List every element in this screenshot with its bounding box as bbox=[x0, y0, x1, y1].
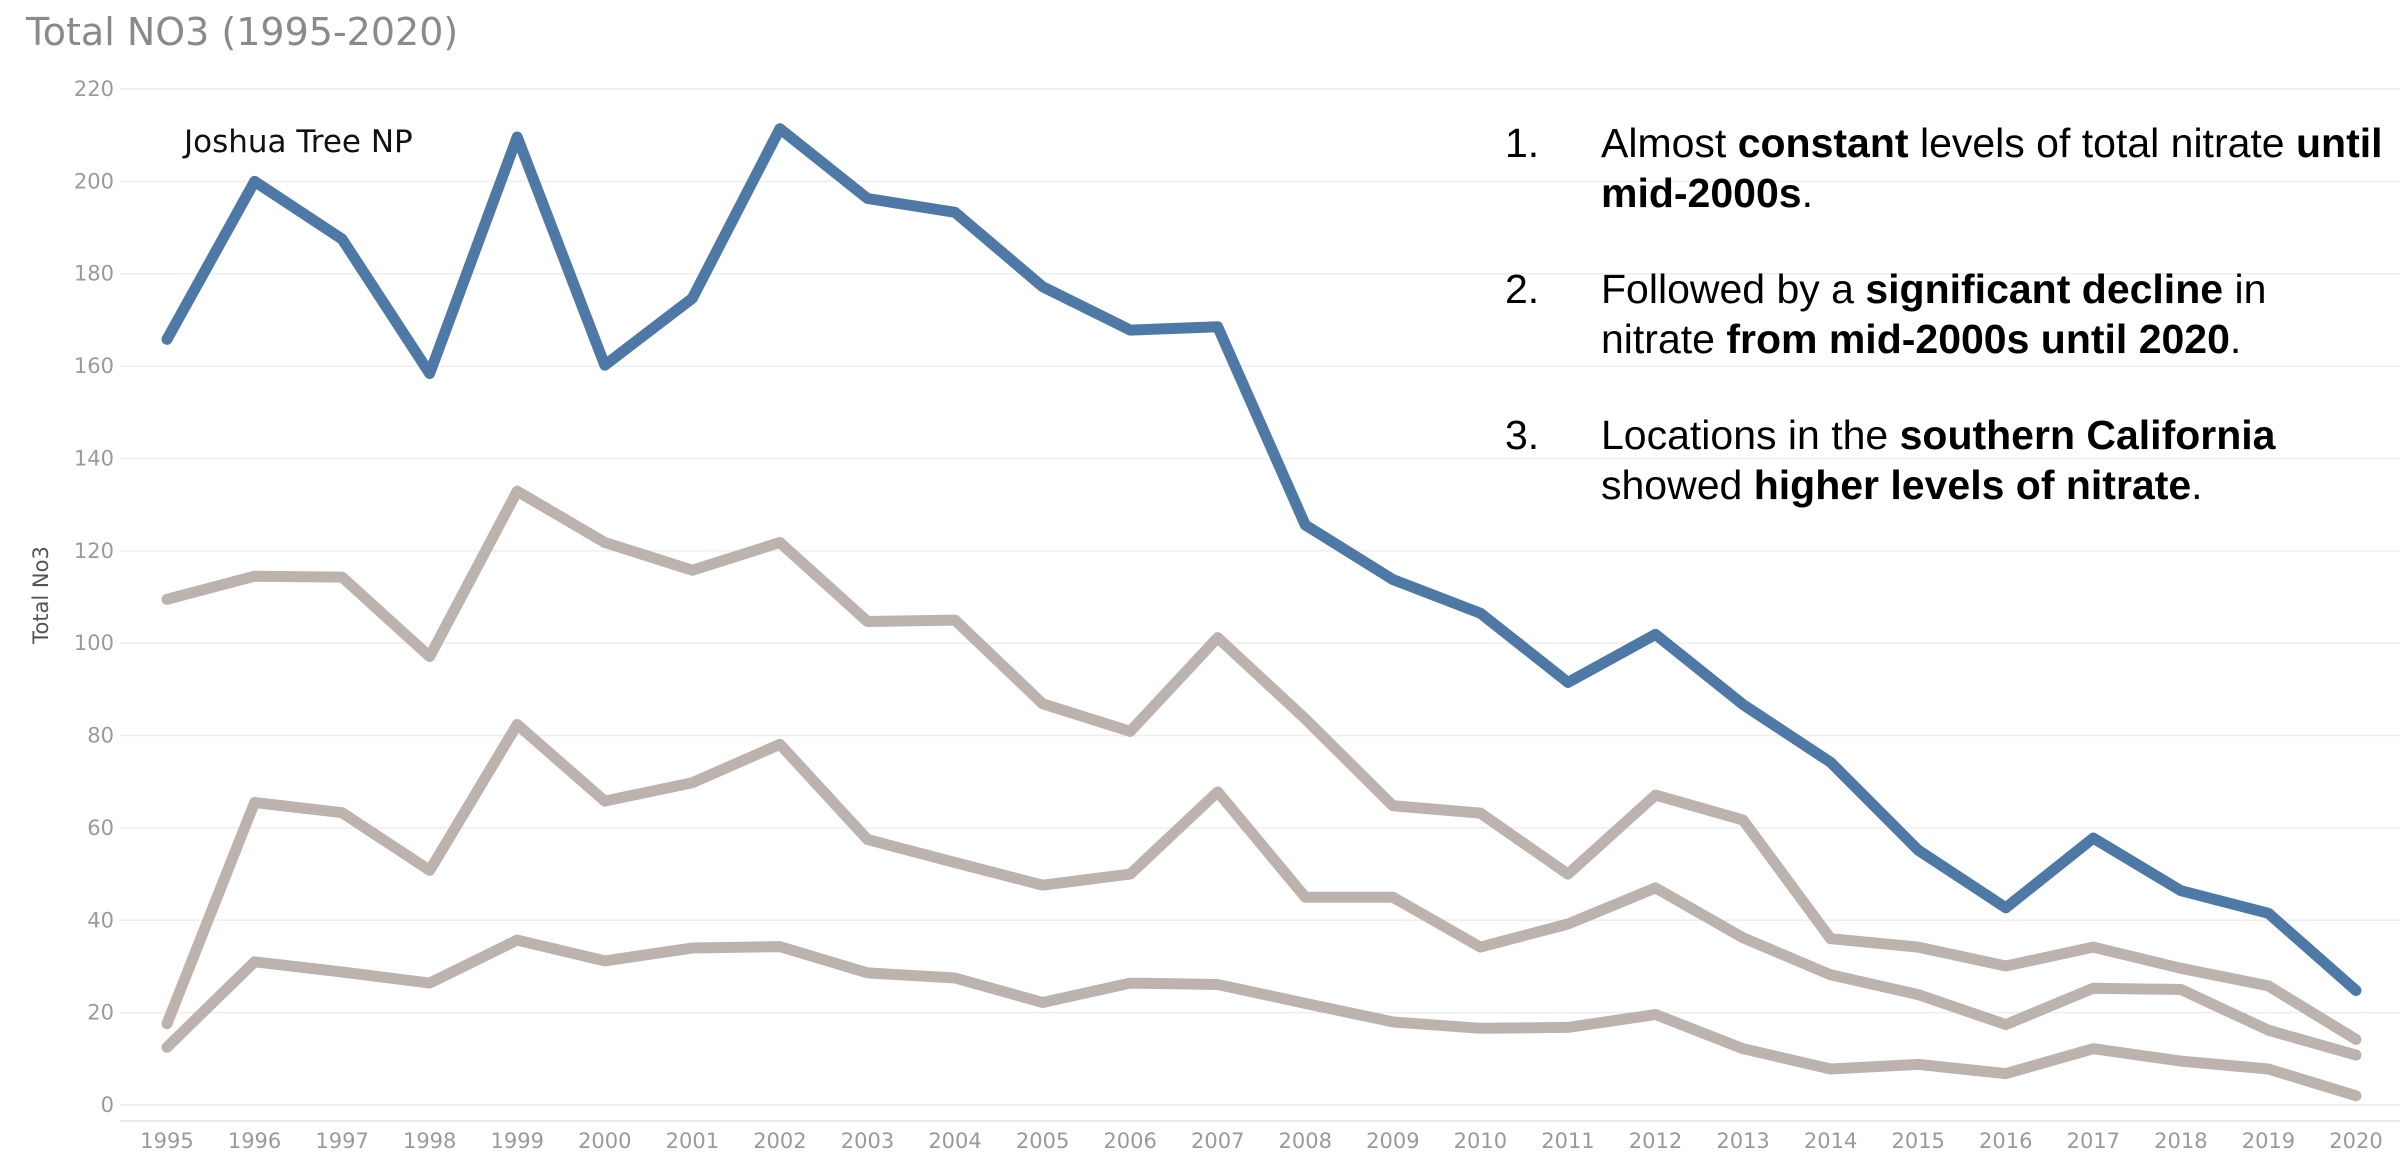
x-tick-label: 2011 bbox=[1541, 1129, 1594, 1153]
note-fragment: Followed by a bbox=[1601, 266, 1866, 312]
notes-list: 1. Almost constant levels of total nitrat… bbox=[1505, 118, 2385, 556]
x-tick-label: 1996 bbox=[228, 1129, 281, 1153]
y-axis-label: Total No3 bbox=[29, 546, 53, 645]
note-fragment: in nitrate bbox=[1601, 266, 2267, 362]
note-item-3: 3. Locations in the southern California s… bbox=[1505, 410, 2385, 510]
series-layer bbox=[161, 123, 2362, 1102]
series-line-1 bbox=[161, 934, 2362, 1102]
y-tick-label: 120 bbox=[74, 539, 114, 563]
x-tick-label: 1997 bbox=[315, 1129, 368, 1153]
note-text: Followed by a significant decline in nit… bbox=[1601, 264, 2385, 364]
series-line-joshua-tree bbox=[161, 123, 2362, 996]
x-tick-label: 2019 bbox=[2242, 1129, 2295, 1153]
x-tick-label: 2015 bbox=[1891, 1129, 1944, 1153]
y-axis: 0 20 40 60 80 100 120 140 160 180 200 220 bbox=[74, 77, 114, 1117]
note-fragment: Locations in the bbox=[1601, 412, 1900, 458]
gridlines bbox=[120, 88, 2400, 1122]
note-item-2: 2. Followed by a significant decline in n… bbox=[1505, 264, 2385, 364]
x-tick-label: 2002 bbox=[753, 1129, 806, 1153]
joshua-tree-label: Joshua Tree NP bbox=[182, 124, 413, 160]
note-emphasis: significant decline bbox=[1865, 266, 2224, 312]
x-tick-label: 1998 bbox=[403, 1129, 456, 1153]
x-tick-label: 2020 bbox=[2329, 1129, 2382, 1153]
x-tick-label: 2010 bbox=[1454, 1129, 1507, 1153]
y-tick-label: 60 bbox=[87, 816, 114, 840]
x-tick-label: 1999 bbox=[491, 1129, 544, 1153]
x-tick-label: 2008 bbox=[1279, 1129, 1332, 1153]
series-line-3 bbox=[161, 485, 2362, 1045]
note-emphasis: from mid-2000s until 2020 bbox=[1726, 316, 2230, 362]
note-text: Almost constant levels of total nitrate … bbox=[1601, 118, 2385, 218]
y-tick-label: 20 bbox=[87, 1001, 114, 1025]
note-emphasis: constant bbox=[1737, 120, 1909, 166]
x-tick-label: 2009 bbox=[1366, 1129, 1419, 1153]
x-axis: 1995 1996 1997 1998 1999 2000 2001 2002 2003 2004… bbox=[140, 1129, 2382, 1153]
note-emphasis: southern California bbox=[1899, 412, 2276, 458]
note-number: 2. bbox=[1505, 266, 1540, 312]
x-tick-label: 2012 bbox=[1629, 1129, 1682, 1153]
note-emphasis: until mid-2000s bbox=[1601, 120, 2383, 216]
note-fragment: . bbox=[2191, 462, 2203, 508]
y-tick-label: 100 bbox=[74, 631, 114, 655]
note-fragment: . bbox=[2229, 316, 2242, 362]
series-line-2 bbox=[161, 719, 2362, 1061]
x-tick-label: 2006 bbox=[1103, 1129, 1156, 1153]
note-fragment: Almost bbox=[1601, 120, 1738, 166]
x-tick-label: 2016 bbox=[1979, 1129, 2032, 1153]
y-tick-label: 200 bbox=[74, 169, 114, 193]
y-tick-label: 160 bbox=[74, 354, 114, 378]
chart-title: Total NO3 (1995-2020) bbox=[26, 10, 459, 54]
x-tick-label: 2001 bbox=[666, 1129, 719, 1153]
x-tick-label: 2017 bbox=[2067, 1129, 2120, 1153]
note-fragment: levels of total nitrate bbox=[1908, 120, 2296, 166]
x-tick-label: 2003 bbox=[841, 1129, 894, 1153]
x-tick-label: 2007 bbox=[1191, 1129, 1244, 1153]
y-tick-label: 0 bbox=[101, 1093, 114, 1117]
y-tick-label: 80 bbox=[87, 724, 114, 748]
note-text: Locations in the southern California sho… bbox=[1601, 410, 2385, 510]
note-fragment: showed bbox=[1601, 462, 1754, 508]
note-number: 1. bbox=[1505, 120, 1540, 166]
x-tick-label: 2005 bbox=[1016, 1129, 1069, 1153]
x-tick-label: 2018 bbox=[2154, 1129, 2207, 1153]
x-tick-label: 1995 bbox=[140, 1129, 193, 1153]
note-number: 3. bbox=[1505, 412, 1540, 458]
y-tick-label: 180 bbox=[74, 262, 114, 286]
note-fragment: . bbox=[1801, 170, 1813, 216]
x-tick-label: 2013 bbox=[1716, 1129, 1769, 1153]
y-tick-label: 220 bbox=[74, 77, 114, 101]
x-tick-label: 2014 bbox=[1804, 1129, 1857, 1153]
note-item-1: 1. Almost constant levels of total nitrat… bbox=[1505, 118, 2385, 218]
x-tick-label: 2000 bbox=[578, 1129, 631, 1153]
y-tick-label: 40 bbox=[87, 908, 114, 932]
note-emphasis: higher levels of nitrate bbox=[1753, 462, 2192, 508]
x-tick-label: 2004 bbox=[928, 1129, 981, 1153]
y-tick-label: 140 bbox=[74, 446, 114, 470]
